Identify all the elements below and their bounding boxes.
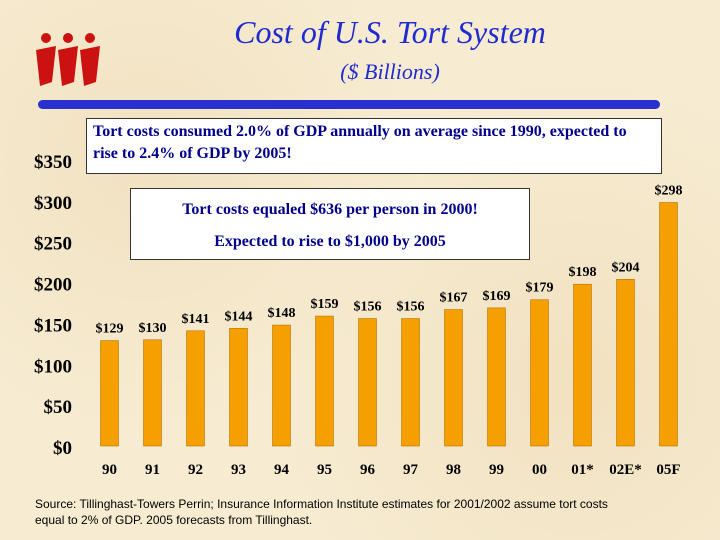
bar-02E* — [616, 279, 635, 447]
bar-98 — [444, 309, 463, 447]
y-axis: $0 $50 $100 $150 $200 $250 $300 $350 — [34, 152, 72, 459]
data-label: $179 — [526, 281, 554, 296]
data-label: $204 — [612, 260, 640, 275]
bar-00 — [530, 299, 549, 447]
iii-logo — [36, 33, 100, 86]
x-tick-label: 99 — [489, 462, 504, 478]
x-tick-label: 02E* — [609, 462, 642, 478]
data-label: $156 — [354, 300, 382, 315]
bar-90 — [100, 340, 119, 447]
x-tick-label: 95 — [317, 462, 332, 478]
data-label: $141 — [182, 312, 210, 327]
bar-01* — [573, 283, 592, 447]
y-tick-label: $200 — [34, 275, 72, 296]
per-person-line-1: Tort costs equaled $636 per person in 20… — [182, 201, 478, 218]
x-tick-label: 92 — [188, 462, 203, 478]
source-note: Source: Tillinghast-Towers Perrin; Insur… — [35, 497, 608, 527]
data-label: $144 — [225, 309, 253, 324]
bar-94 — [272, 324, 291, 447]
bar-99 — [487, 307, 506, 447]
data-label: $130 — [139, 321, 167, 336]
y-tick-label: $350 — [34, 152, 72, 173]
y-tick-label: $150 — [34, 315, 72, 336]
bar-91 — [143, 339, 162, 447]
x-tick-label: 94 — [274, 462, 290, 478]
bar-93 — [229, 328, 248, 447]
title-divider — [38, 100, 660, 109]
y-tick-label: $100 — [34, 356, 72, 377]
data-label: $156 — [397, 300, 425, 315]
y-tick-label: $50 — [44, 397, 73, 418]
bar-97 — [401, 318, 420, 447]
data-label: $159 — [311, 297, 339, 312]
y-tick-label: $0 — [53, 438, 72, 459]
iii-logo-mark — [36, 33, 100, 86]
x-tick-label: 96 — [360, 462, 376, 478]
data-label: $198 — [569, 265, 597, 280]
x-tick-label: 93 — [231, 462, 246, 478]
data-label: $129 — [96, 322, 124, 337]
x-tick-label: 91 — [145, 462, 160, 478]
chart-title: Cost of U.S. Tort System — [234, 14, 546, 50]
x-tick-label: 97 — [403, 462, 419, 478]
data-label: $148 — [268, 306, 296, 321]
bar-05F — [659, 202, 678, 447]
y-tick-label: $300 — [34, 193, 72, 214]
per-person-annotation: Tort costs equaled $636 per person in 20… — [130, 188, 530, 260]
bar-95 — [315, 315, 334, 447]
x-tick-label: 98 — [446, 462, 461, 478]
x-tick-label: 01* — [571, 462, 594, 478]
data-label: $169 — [483, 289, 511, 304]
x-axis: 90 91 92 93 94 95 96 97 98 99 00 01* 02E* 05F — [102, 462, 681, 478]
x-tick-label: 05F — [656, 462, 680, 478]
y-tick-label: $250 — [34, 234, 72, 255]
bar-series — [100, 202, 678, 447]
gdp-annotation: Tort costs consumed 2.0% of GDP annually… — [86, 118, 662, 174]
bar-92 — [186, 330, 205, 447]
bar-96 — [358, 318, 377, 447]
x-tick-label: 90 — [102, 462, 117, 478]
data-labels: $129 $130 $141 $144 $148 $159 $156 $156 $167 $169… — [96, 183, 683, 336]
per-person-line-2: Expected to rise to $1,000 by 2005 — [214, 233, 446, 250]
chart-subtitle: ($ Billions) — [340, 59, 440, 84]
data-label: $167 — [440, 291, 468, 306]
x-tick-label: 00 — [532, 462, 547, 478]
data-label: $298 — [655, 183, 683, 198]
